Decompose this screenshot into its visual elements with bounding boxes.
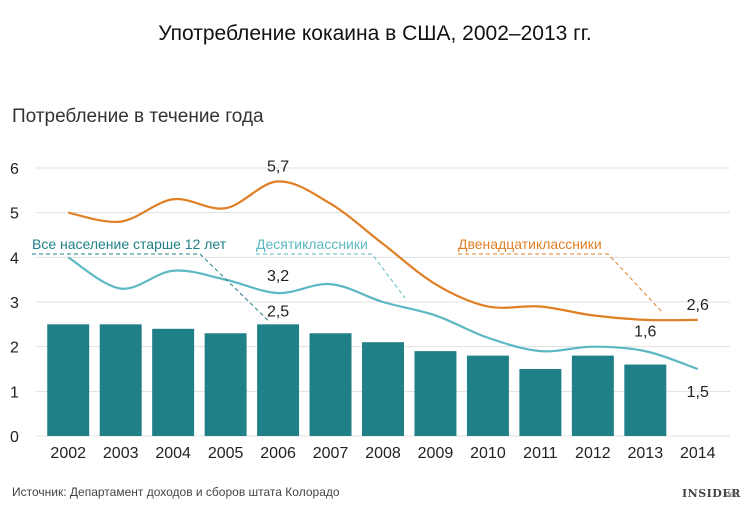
bar: [362, 342, 404, 436]
x-tick-label: 2005: [208, 445, 244, 462]
data-label: 2,5: [267, 303, 289, 320]
bar: [624, 364, 667, 436]
data-label: 1,6: [634, 324, 656, 341]
x-tick-label: 2010: [470, 445, 506, 462]
brand-logo-suffix: PRO: [726, 493, 739, 499]
y-tick-label: 3: [10, 295, 19, 312]
legend: Все население старше 12 лет Десятиклассни…: [32, 236, 662, 323]
bar: [571, 355, 614, 436]
data-labels: 5,7 3,2 2,5 2,6 1,6 1,5: [267, 158, 709, 401]
bar: [414, 351, 457, 436]
source-note: Источник: Департамент доходов и сборов ш…: [12, 485, 340, 499]
bar: [152, 328, 195, 436]
x-tick-label: 2012: [575, 445, 611, 462]
bar: [204, 333, 247, 436]
y-tick-label: 4: [10, 250, 19, 267]
y-tick-label: 6: [10, 161, 19, 178]
x-tick-label: 2007: [313, 445, 349, 462]
chart-subtitle: Потребление в течение года: [12, 106, 264, 127]
y-tick-label: 1: [10, 384, 19, 401]
bar: [519, 369, 562, 436]
chart-title: Употребление кокаина в США, 2002–2013 гг…: [158, 22, 591, 45]
bar: [257, 324, 300, 436]
y-tick-label: 2: [10, 340, 19, 357]
series-line: [67, 256, 699, 371]
legend-leader-line: [256, 253, 406, 299]
legend-label: Все население старше 12 лет: [32, 236, 227, 252]
bar: [99, 324, 142, 436]
x-tick-label: 2004: [155, 445, 191, 462]
x-tick-label: 2013: [628, 445, 664, 462]
x-tick-label: 2003: [103, 445, 139, 462]
x-tick-label: 2008: [365, 445, 401, 462]
x-axis: 2002 2003 2004 2005 2006 2007 2008 2009 2010 2011…: [50, 445, 715, 462]
y-axis: 0 1 2 3 4 5 6: [10, 161, 19, 446]
data-label: 1,5: [687, 384, 709, 401]
series-line: [68, 180, 698, 322]
x-tick-label: 2011: [523, 445, 558, 462]
bar: [466, 355, 509, 436]
data-label: 5,7: [267, 158, 289, 175]
x-tick-label: 2002: [50, 445, 86, 462]
legend-leader-line: [458, 253, 662, 312]
bar: [47, 324, 90, 436]
x-tick-label: 2009: [418, 445, 454, 462]
bar-series: [47, 324, 667, 436]
x-tick-label: 2014: [680, 445, 716, 462]
data-label: 2,6: [687, 297, 709, 314]
brand-logo: INSIDER: [682, 487, 741, 500]
data-label: 3,2: [267, 268, 289, 285]
y-tick-label: 0: [10, 429, 19, 446]
y-tick-label: 5: [10, 206, 19, 223]
legend-label: Десятиклассники: [256, 236, 368, 252]
legend-label: Двенадцатиклассники: [458, 236, 602, 252]
line-series: [67, 180, 699, 371]
bar: [309, 333, 352, 436]
x-tick-label: 2006: [260, 445, 296, 462]
legend-leader-line: [32, 253, 271, 323]
